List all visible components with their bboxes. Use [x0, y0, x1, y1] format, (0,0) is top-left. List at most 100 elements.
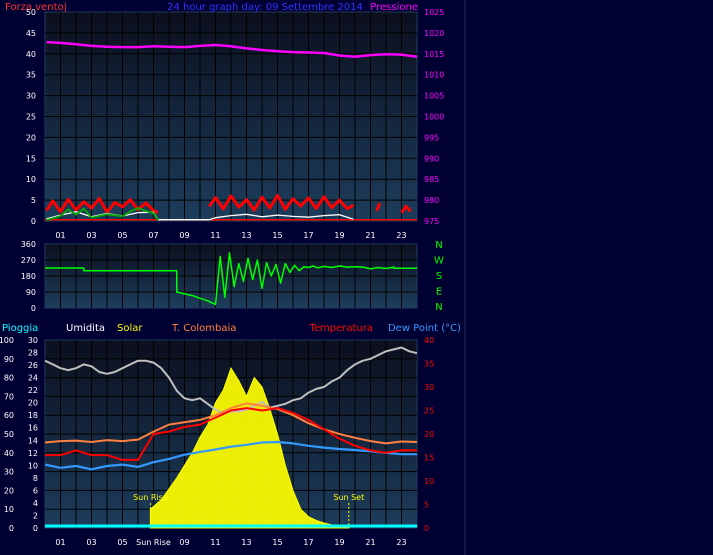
x-tick-label: 19 — [334, 538, 344, 547]
temperature-y-tick: 25 — [424, 407, 434, 416]
x-tick-label: 13 — [241, 231, 251, 240]
pressure-y-tick: 990 — [424, 154, 439, 163]
dew-point-line — [44, 440, 417, 471]
temperature-y-tick: 20 — [424, 430, 434, 439]
colombaia-temperature-line — [44, 402, 418, 445]
legend-item: Temperatura — [308, 323, 373, 334]
sun-marker-label: Sun Set — [333, 493, 364, 502]
wind-y-tick: 50 — [26, 8, 36, 17]
x-tick-label: 03 — [86, 231, 96, 240]
pressure-line — [46, 40, 418, 58]
rain-y-tick: 6 — [33, 486, 38, 495]
x-tick-label: 11 — [210, 231, 220, 240]
x-tick-label: 09 — [179, 538, 189, 547]
rain-y-tick: 16 — [28, 424, 38, 433]
wind-y-tick: 15 — [26, 154, 36, 163]
x-tick-label: 15 — [272, 538, 282, 547]
sun-marker-label: Sun Rise — [133, 493, 168, 502]
wind-speed-line — [400, 204, 412, 214]
temperature-y-tick: 5 — [424, 501, 429, 510]
wind-y-tick: 35 — [26, 71, 36, 80]
wind-speed-line — [45, 196, 159, 214]
compass-label: S — [436, 271, 442, 282]
temperature-y-tick: 10 — [424, 477, 434, 486]
wind-y-tick: 5 — [31, 196, 36, 205]
legend-item: Solar — [117, 323, 143, 334]
temperature-y-tick: 15 — [424, 454, 434, 463]
temperature-y-tick: 35 — [424, 360, 434, 369]
x-tick-label: 11 — [210, 538, 220, 547]
pressure-y-tick: 1005 — [424, 92, 444, 101]
rain-y-tick: 4 — [33, 499, 38, 508]
pressure-y-tick: 995 — [424, 133, 439, 142]
legend-item: T. Colombaia — [171, 323, 236, 334]
rain-y-tick: 12 — [28, 449, 38, 458]
x-tick-label: 23 — [396, 538, 406, 547]
direction-y-tick: 270 — [21, 256, 36, 265]
humidity-y-tick: 20 — [4, 486, 14, 495]
x-tick-label: 15 — [272, 231, 282, 240]
x-tick-label: 21 — [365, 231, 375, 240]
rain-y-tick: 0 — [33, 524, 38, 533]
legend-item: Dew Point (°C) — [388, 323, 461, 334]
x-tick-label: 17 — [303, 538, 313, 547]
rain-y-tick: 24 — [28, 374, 38, 383]
x-tick-label: 13 — [241, 538, 251, 547]
x-tick-label: 01 — [55, 538, 65, 547]
humidity-y-tick: 30 — [4, 468, 14, 477]
wind-y-tick: 10 — [26, 175, 36, 184]
humidity-y-tick: 60 — [4, 411, 14, 420]
x-tick-label: 01 — [55, 231, 65, 240]
rain-y-tick: 10 — [28, 461, 38, 470]
x-tick-label: 19 — [334, 231, 344, 240]
rain-y-tick: 28 — [28, 349, 38, 358]
x-tick-label: 05 — [117, 538, 127, 547]
pressure-y-tick: 1010 — [424, 71, 444, 80]
compass-label: W — [434, 256, 444, 267]
pressure-y-tick: 1025 — [424, 8, 444, 17]
x-tick-label: 23 — [396, 231, 406, 240]
direction-y-tick: 90 — [26, 288, 36, 297]
rain-y-tick: 14 — [28, 436, 38, 445]
direction-y-tick: 0 — [31, 304, 36, 313]
wind-y-tick: 40 — [26, 50, 36, 59]
wind-direction-line — [45, 252, 417, 306]
rain-y-tick: 30 — [28, 336, 38, 345]
humidity-y-tick: 90 — [4, 355, 14, 364]
x-tick-label: 17 — [303, 231, 313, 240]
x-tick-label: 05 — [117, 231, 127, 240]
humidity-y-tick: 100 — [0, 336, 14, 345]
solar-area — [149, 367, 350, 529]
pressure-y-tick: 1015 — [424, 50, 444, 59]
x-tick-label: Sun Rise — [136, 538, 171, 547]
pressure-y-tick: 1000 — [424, 113, 444, 122]
wind-y-tick: 30 — [26, 92, 36, 101]
wind-speed-line — [208, 194, 355, 212]
temperature-y-tick: 30 — [424, 383, 434, 392]
pressure-y-tick: 985 — [424, 175, 439, 184]
humidity-y-tick: 0 — [9, 524, 14, 533]
wind-speed-line — [375, 202, 382, 212]
humidity-y-tick: 50 — [4, 430, 14, 439]
humidity-y-tick: 10 — [4, 505, 14, 514]
rain-y-tick: 18 — [28, 411, 38, 420]
humidity-y-tick: 80 — [4, 374, 14, 383]
compass-label: E — [436, 287, 442, 298]
temperature-y-tick: 0 — [424, 524, 429, 533]
x-tick-label: 03 — [86, 538, 96, 547]
legend-pressure-label: Pressione — [370, 2, 418, 13]
temperature-line — [45, 407, 417, 461]
humidity-y-tick: 70 — [4, 392, 14, 401]
rain-y-tick: 8 — [33, 474, 38, 483]
x-tick-label: 07 — [148, 231, 158, 240]
rain-y-tick: 26 — [28, 361, 38, 370]
x-tick-label: 09 — [179, 231, 189, 240]
legend-wind-label: Forza vento| — [5, 2, 67, 13]
legend-item: Umidita — [66, 323, 105, 334]
wind-y-tick: 20 — [26, 133, 36, 142]
pressure-y-tick: 980 — [424, 196, 439, 205]
legend-item: Pioggia — [2, 323, 38, 334]
direction-y-tick: 360 — [21, 240, 36, 249]
wind-y-tick: 0 — [31, 217, 36, 226]
